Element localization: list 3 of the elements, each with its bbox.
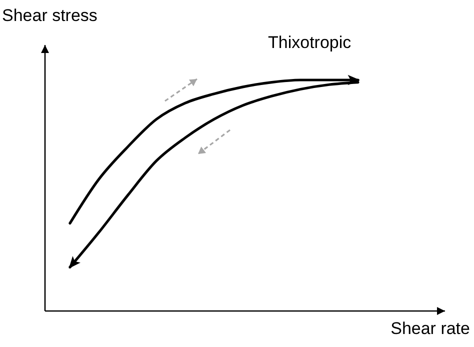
y-axis-title: Shear stress <box>2 6 98 25</box>
x-axis-title: Shear rate <box>390 319 470 338</box>
chart-title: Thixotropic <box>268 33 352 52</box>
